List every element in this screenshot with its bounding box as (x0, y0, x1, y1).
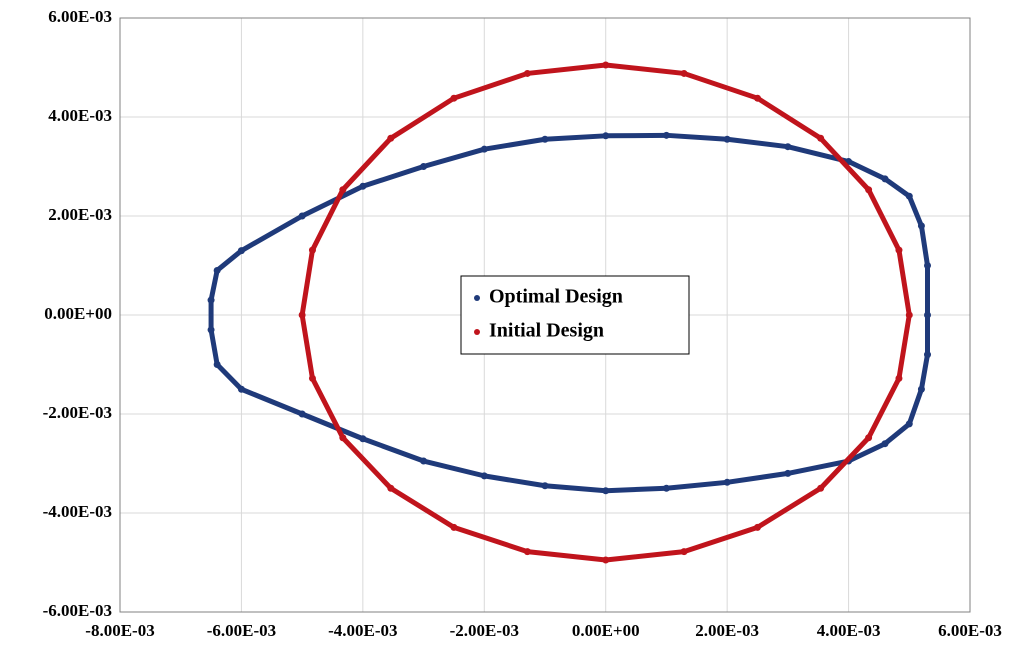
x-tick-label: 2.00E-03 (695, 621, 759, 640)
plot-area (119, 17, 971, 613)
point (339, 434, 347, 442)
legend: Optimal Design Initial Design (460, 275, 690, 355)
point (881, 175, 889, 183)
point (723, 478, 731, 486)
point (523, 548, 531, 556)
point (339, 186, 347, 194)
point (924, 311, 931, 319)
point (387, 134, 395, 142)
point (723, 135, 731, 143)
x-tick-label: 4.00E-03 (817, 621, 881, 640)
legend-marker (474, 295, 480, 301)
point (207, 326, 215, 334)
point (865, 434, 873, 442)
y-tick-label: 4.00E-03 (48, 106, 112, 125)
point (213, 266, 221, 274)
x-tick-label: -6.00E-03 (207, 621, 276, 640)
point (784, 143, 792, 151)
point (359, 182, 367, 190)
point (924, 351, 931, 359)
point (881, 440, 889, 448)
legend-label: Initial Design (489, 320, 604, 342)
point (817, 134, 825, 142)
point (387, 484, 395, 492)
y-tick-label: 0.00E+00 (44, 304, 112, 323)
point (450, 523, 458, 531)
point (924, 262, 931, 269)
point (602, 487, 610, 495)
point (237, 247, 245, 255)
point (298, 212, 306, 220)
legend-box (460, 275, 690, 355)
y-tick-label: -2.00E-03 (43, 403, 112, 422)
point (213, 361, 221, 368)
point (602, 61, 610, 69)
x-tick-label: 6.00E-03 (938, 621, 1002, 640)
point (602, 556, 610, 564)
point (754, 94, 761, 102)
point (359, 435, 367, 443)
x-tick-label: 0.00E+00 (572, 621, 640, 640)
y-tick-label: -4.00E-03 (43, 502, 112, 521)
point (905, 192, 913, 200)
y-tick-label: 2.00E-03 (48, 205, 112, 224)
x-tick-label: -8.00E-03 (85, 621, 154, 640)
point (308, 246, 316, 254)
point (754, 523, 761, 531)
point (541, 482, 549, 490)
legend-marker (474, 329, 480, 335)
point (541, 135, 549, 143)
point (308, 374, 316, 382)
point (480, 145, 488, 153)
point (905, 420, 913, 428)
point (480, 472, 488, 480)
point (905, 311, 913, 319)
point (298, 410, 306, 418)
y-tick-label: -6.00E-03 (43, 601, 112, 620)
point (602, 132, 610, 140)
point (237, 385, 245, 393)
point (895, 374, 903, 382)
point (298, 311, 306, 319)
point (784, 469, 792, 477)
point (817, 484, 825, 492)
point (662, 131, 670, 139)
x-tick-label: -4.00E-03 (328, 621, 397, 640)
point (895, 246, 903, 254)
point (523, 69, 531, 77)
point (420, 457, 428, 465)
point (917, 385, 925, 393)
point (450, 94, 458, 102)
x-tick-label: -2.00E-03 (450, 621, 519, 640)
point (865, 186, 873, 194)
point (207, 296, 215, 304)
series-outline (208, 132, 930, 494)
point (680, 548, 688, 556)
point (917, 222, 925, 230)
legend-label: Optimal Design (489, 286, 623, 308)
point (420, 163, 428, 170)
point (662, 484, 670, 492)
point (680, 69, 688, 77)
y-tick-label: 6.00E-03 (48, 7, 112, 26)
